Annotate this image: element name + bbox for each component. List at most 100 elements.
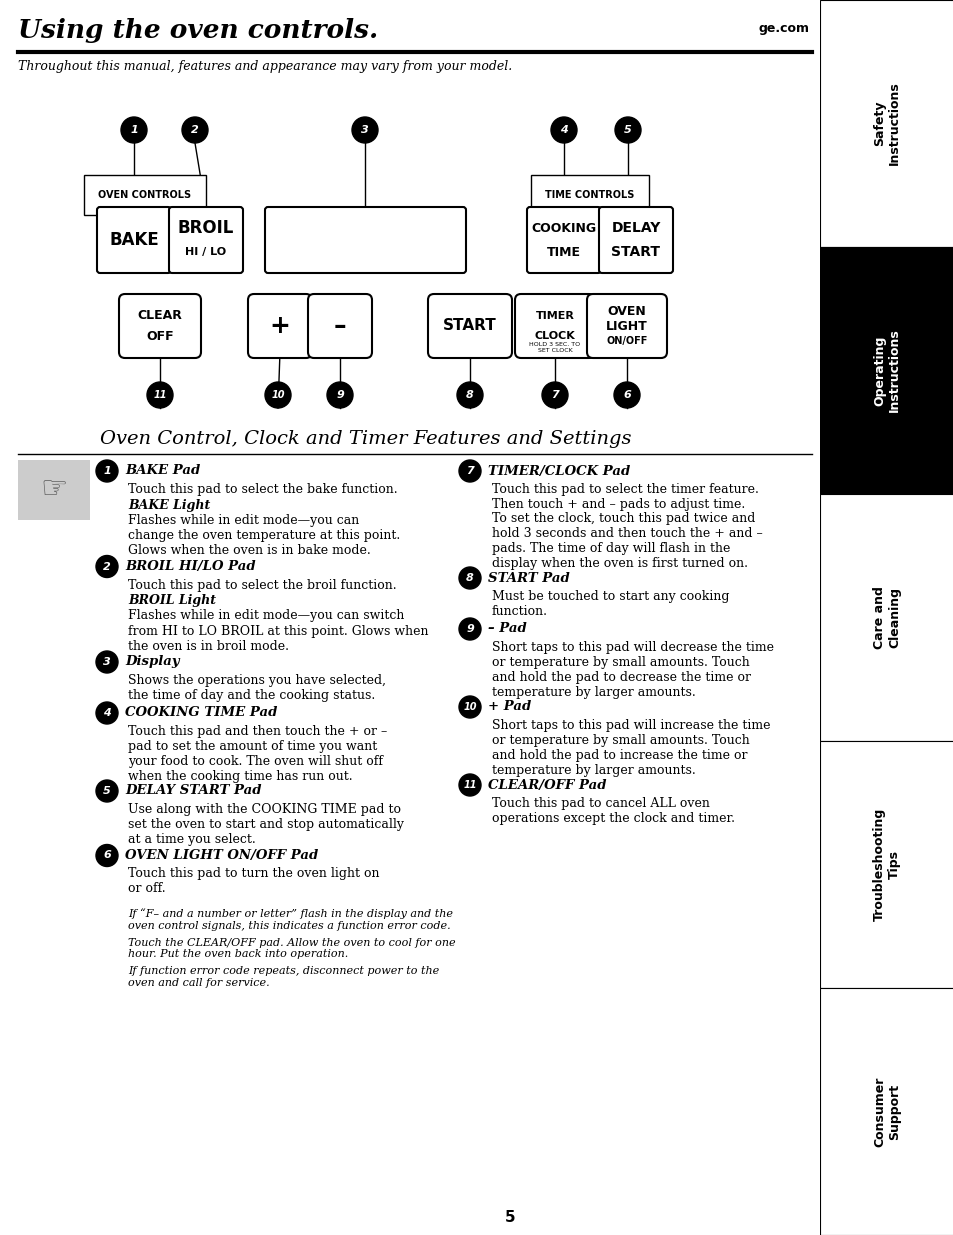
- Text: BROIL HI/LO Pad: BROIL HI/LO Pad: [125, 559, 255, 573]
- Circle shape: [96, 459, 118, 482]
- Text: HOLD 3 SEC. TO: HOLD 3 SEC. TO: [529, 342, 580, 347]
- Text: BAKE Pad: BAKE Pad: [125, 464, 200, 478]
- Text: CLOCK: CLOCK: [534, 331, 575, 341]
- FancyBboxPatch shape: [598, 207, 672, 273]
- Text: Shows the operations you have selected,
the time of day and the cooking status.: Shows the operations you have selected, …: [128, 674, 386, 701]
- Circle shape: [182, 117, 208, 143]
- Text: BAKE Light: BAKE Light: [128, 499, 210, 511]
- Bar: [820, 741, 953, 988]
- Text: 1: 1: [103, 466, 111, 475]
- Text: ON/OFF: ON/OFF: [606, 336, 647, 346]
- Text: OVEN LIGHT ON/OFF Pad: OVEN LIGHT ON/OFF Pad: [125, 848, 318, 862]
- Text: Throughout this manual, features and appearance may vary from your model.: Throughout this manual, features and app…: [18, 61, 512, 73]
- Text: DELAY START Pad: DELAY START Pad: [125, 784, 261, 798]
- Circle shape: [147, 382, 172, 408]
- Text: 2: 2: [191, 125, 198, 135]
- Text: Touch this pad to turn the oven light on
or off.: Touch this pad to turn the oven light on…: [128, 867, 379, 895]
- Text: 7: 7: [551, 390, 558, 400]
- Text: Troubleshooting
Tips: Troubleshooting Tips: [872, 808, 900, 921]
- Text: DELAY: DELAY: [611, 221, 660, 235]
- Circle shape: [458, 774, 480, 797]
- FancyBboxPatch shape: [265, 207, 465, 273]
- Text: 8: 8: [466, 390, 474, 400]
- Text: Touch the CLEAR/OFF pad. Allow the oven to cool for one
hour. Put the oven back : Touch the CLEAR/OFF pad. Allow the oven …: [128, 937, 456, 960]
- Text: 10: 10: [463, 701, 476, 713]
- Text: To set the clock, touch this pad twice and
hold 3 seconds and then touch the + a: To set the clock, touch this pad twice a…: [492, 513, 762, 571]
- Text: 1: 1: [130, 125, 138, 135]
- Text: CLEAR: CLEAR: [137, 309, 182, 322]
- Text: 11: 11: [463, 781, 476, 790]
- Bar: [820, 494, 953, 741]
- Text: 9: 9: [335, 390, 343, 400]
- Text: START: START: [611, 245, 659, 259]
- Text: COOKING TIME Pad: COOKING TIME Pad: [125, 706, 277, 720]
- Text: Flashes while in edit mode—you can
change the oven temperature at this point.
Gl: Flashes while in edit mode—you can chang…: [128, 514, 400, 557]
- Text: Flashes while in edit mode—you can switch
from HI to LO BROIL at this point. Glo: Flashes while in edit mode—you can switc…: [128, 610, 428, 652]
- Text: Display: Display: [125, 656, 179, 668]
- Circle shape: [121, 117, 147, 143]
- Text: 5: 5: [103, 785, 111, 797]
- Circle shape: [458, 618, 480, 640]
- Text: SET CLOCK: SET CLOCK: [537, 347, 572, 352]
- Circle shape: [551, 117, 577, 143]
- Circle shape: [541, 382, 567, 408]
- Text: CLEAR/OFF Pad: CLEAR/OFF Pad: [488, 778, 606, 792]
- Text: LIGHT: LIGHT: [605, 320, 647, 332]
- Text: HI / LO: HI / LO: [185, 247, 226, 257]
- FancyBboxPatch shape: [169, 207, 243, 273]
- Text: Using the oven controls.: Using the oven controls.: [18, 19, 377, 43]
- Text: Touch this pad and then touch the + or –
pad to set the amount of time you want
: Touch this pad and then touch the + or –…: [128, 725, 387, 783]
- Text: ge.com: ge.com: [759, 22, 809, 35]
- Text: Touch this pad to cancel ALL oven
operations except the clock and timer.: Touch this pad to cancel ALL oven operat…: [492, 797, 734, 825]
- Text: TIME: TIME: [546, 246, 580, 258]
- Circle shape: [96, 651, 118, 673]
- Bar: [820, 247, 953, 494]
- Bar: [820, 988, 953, 1235]
- Circle shape: [96, 845, 118, 867]
- Text: 3: 3: [103, 657, 111, 667]
- Text: 7: 7: [466, 466, 474, 475]
- Bar: [18, 459, 90, 520]
- Text: TIME CONTROLS: TIME CONTROLS: [545, 190, 634, 200]
- Text: 5: 5: [623, 125, 631, 135]
- Text: 6: 6: [622, 390, 630, 400]
- Circle shape: [96, 701, 118, 724]
- Circle shape: [352, 117, 377, 143]
- Text: 4: 4: [559, 125, 567, 135]
- Text: BROIL Light: BROIL Light: [128, 594, 215, 606]
- Text: +: +: [270, 314, 290, 338]
- Text: Care and
Cleaning: Care and Cleaning: [872, 587, 900, 648]
- Text: TIMER/CLOCK Pad: TIMER/CLOCK Pad: [488, 464, 630, 478]
- Text: Short taps to this pad will increase the time
or temperature by small amounts. T: Short taps to this pad will increase the…: [492, 719, 770, 777]
- Circle shape: [96, 556, 118, 578]
- Text: Touch this pad to select the timer feature.
Then touch + and – pads to adjust ti: Touch this pad to select the timer featu…: [492, 483, 758, 511]
- FancyBboxPatch shape: [97, 207, 171, 273]
- Text: Operating
Instructions: Operating Instructions: [872, 329, 900, 412]
- Text: Touch this pad to select the bake function.: Touch this pad to select the bake functi…: [128, 483, 397, 496]
- Text: Safety
Instructions: Safety Instructions: [872, 82, 900, 165]
- Circle shape: [458, 697, 480, 718]
- Text: 3: 3: [361, 125, 369, 135]
- Text: OFF: OFF: [146, 330, 173, 343]
- Text: 6: 6: [103, 851, 111, 861]
- Circle shape: [458, 567, 480, 589]
- Text: –: –: [334, 314, 346, 338]
- Text: COOKING: COOKING: [531, 221, 596, 235]
- Text: 4: 4: [103, 708, 111, 718]
- Text: BROIL: BROIL: [177, 219, 233, 237]
- Circle shape: [458, 459, 480, 482]
- Text: Must be touched to start any cooking
function.: Must be touched to start any cooking fun…: [492, 590, 729, 618]
- Text: Use along with the COOKING TIME pad to
set the oven to start and stop automatica: Use along with the COOKING TIME pad to s…: [128, 803, 403, 846]
- FancyBboxPatch shape: [119, 294, 201, 358]
- Text: Oven Control, Clock and Timer Features and Settings: Oven Control, Clock and Timer Features a…: [100, 430, 631, 448]
- Circle shape: [96, 781, 118, 802]
- Text: START Pad: START Pad: [488, 572, 569, 584]
- Circle shape: [456, 382, 482, 408]
- FancyBboxPatch shape: [526, 207, 600, 273]
- Text: Short taps to this pad will decrease the time
or temperature by small amounts. T: Short taps to this pad will decrease the…: [492, 641, 773, 699]
- Text: BAKE: BAKE: [109, 231, 159, 249]
- Circle shape: [614, 382, 639, 408]
- Text: If “F– and a number or letter” flash in the display and the
oven control signals: If “F– and a number or letter” flash in …: [128, 909, 453, 931]
- Text: – Pad: – Pad: [488, 622, 526, 636]
- Circle shape: [327, 382, 353, 408]
